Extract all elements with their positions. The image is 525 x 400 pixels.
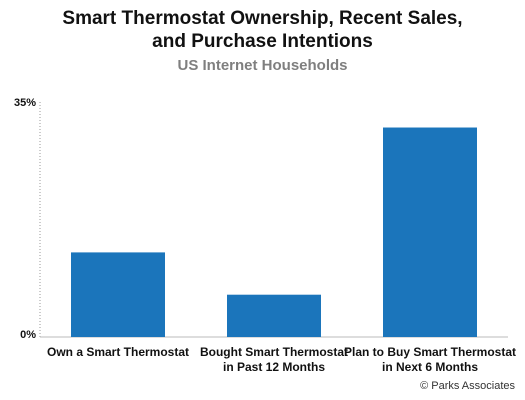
category-label-1-line-1: Own a Smart Thermostat — [47, 345, 189, 359]
bar-1 — [71, 252, 165, 337]
category-labels-group: Own a Smart Thermostat Bought Smart Therm… — [47, 345, 516, 374]
category-label-2-line-1: Bought Smart Thermostat — [200, 345, 348, 359]
y-tick-label-max: 35% — [14, 97, 36, 109]
source-credit: © Parks Associates — [420, 380, 515, 392]
bar-3 — [383, 127, 477, 337]
chart-subtitle: US Internet Households — [177, 57, 348, 74]
category-label-3-line-1: Plan to Buy Smart Thermostat — [344, 345, 516, 359]
bars-group — [71, 127, 477, 337]
category-label-2-line-2: in Past 12 Months — [223, 360, 325, 374]
chart-title-line-1: Smart Thermostat Ownership, Recent Sales… — [62, 8, 463, 29]
category-label-3-line-2: in Next 6 Months — [382, 360, 478, 374]
y-tick-label-min: 0% — [20, 329, 36, 341]
bar-2 — [227, 294, 321, 337]
chart-title: Smart Thermostat Ownership, Recent Sales… — [0, 7, 525, 53]
chart-title-line-2: and Purchase Intentions — [152, 31, 373, 52]
